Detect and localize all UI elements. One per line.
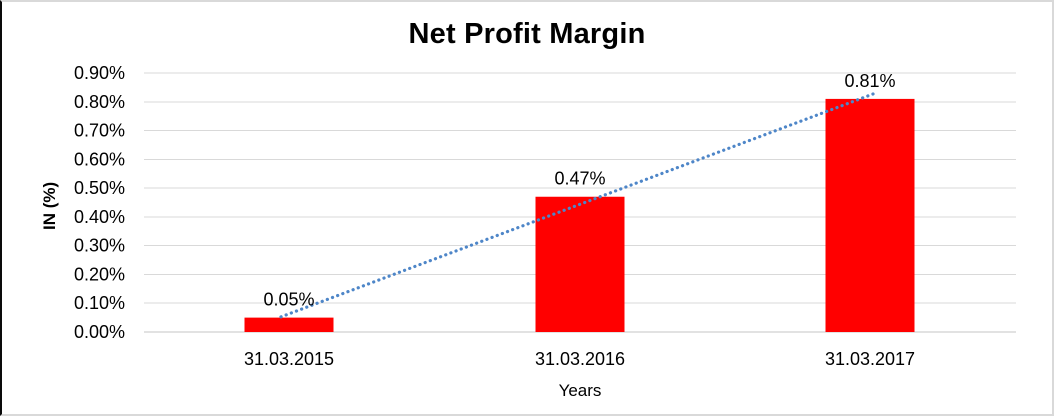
bar-31.03.2017[interactable] xyxy=(825,98,915,333)
x-tick-label: 31.03.2016 xyxy=(535,349,625,369)
x-tick-labels: 31.03.2015 31.03.2016 31.03.2017 xyxy=(244,349,915,369)
y-tick-label: 0.70% xyxy=(74,121,125,141)
x-tick-label: 31.03.2015 xyxy=(244,349,334,369)
bar-31.03.2016[interactable] xyxy=(535,196,625,332)
trendline[interactable] xyxy=(279,91,877,319)
trendline-group xyxy=(279,91,877,319)
chart-title: Net Profit Margin xyxy=(408,18,646,50)
y-tick-label: 0.40% xyxy=(74,207,125,227)
bar-31.03.2015[interactable] xyxy=(244,317,334,332)
y-tick-label: 0.20% xyxy=(74,264,125,284)
bar-data-label: 0.81% xyxy=(844,71,895,91)
x-tick-label: 31.03.2017 xyxy=(825,349,915,369)
y-tick-label: 0.00% xyxy=(74,322,125,342)
y-tick-label: 0.80% xyxy=(74,92,125,112)
y-tick-labels: 0.00% 0.10% 0.20% 0.30% 0.40% 0.50% 0.60% 0.70%… xyxy=(74,63,125,342)
bar-data-label: 0.47% xyxy=(554,169,605,189)
bar-series xyxy=(244,98,915,333)
y-tick-label: 0.10% xyxy=(74,293,125,313)
y-tick-label: 0.90% xyxy=(74,63,125,83)
data-labels: 0.05% 0.47% 0.81% xyxy=(263,71,895,310)
x-axis-title: Years xyxy=(558,381,602,400)
y-tick-label: 0.30% xyxy=(74,236,125,256)
bar-data-label: 0.05% xyxy=(263,290,314,310)
y-tick-label: 0.50% xyxy=(74,178,125,198)
y-tick-label: 0.60% xyxy=(74,149,125,169)
